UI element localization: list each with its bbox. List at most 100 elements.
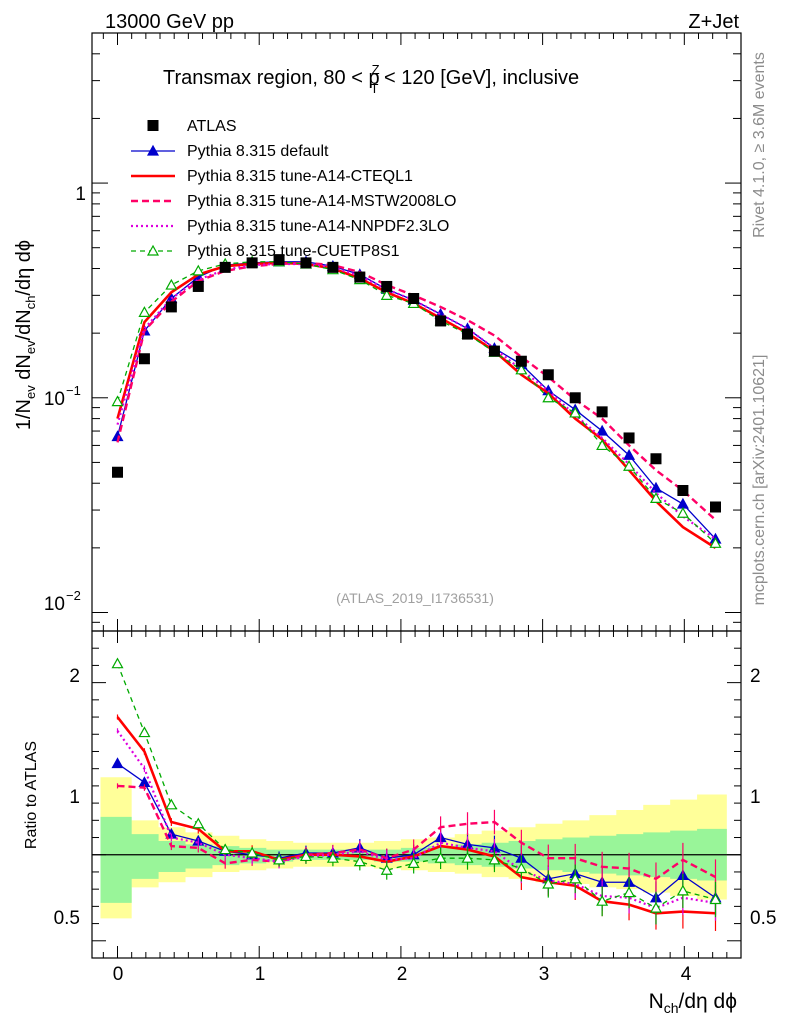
ratio-line-nnpdf23lo <box>116 730 716 910</box>
marker-cuetp8s1 <box>649 492 662 503</box>
ratio-marker-cuetp8s1 <box>569 872 582 884</box>
atlas-point <box>542 369 554 381</box>
atlas-point <box>219 261 231 273</box>
atlas-point <box>273 254 285 266</box>
atlas-point <box>488 345 500 357</box>
atlas-point <box>354 271 366 283</box>
y-tick-label-0p1-exp: −1 <box>66 383 81 398</box>
ratio-marker-cuetp8s1 <box>676 884 689 896</box>
marker-cuetp8s1 <box>380 289 393 300</box>
mcplots-side-label: mcplots.cern.ch [arXiv:2401.10621] <box>751 355 768 606</box>
ratio-marker-cuetp8s1 <box>434 851 447 863</box>
region-title: Transmax region, 80 < pZ T < 120 [GeV], i… <box>163 62 579 96</box>
legend-label-atlas: ATLAS <box>187 118 237 135</box>
atlas-point <box>138 353 150 365</box>
marker-default <box>596 424 609 436</box>
atlas-point <box>596 406 608 418</box>
marker-cuetp8s1 <box>192 264 205 276</box>
x-tick-label-2: 2 <box>397 964 408 985</box>
ratio-marker-cuetp8s1 <box>380 863 393 875</box>
legend-label-mstw2008lo: Pythia 8.315 tune-A14-MSTW2008LO <box>187 193 456 210</box>
ratio-tick-2-left: 2 <box>69 666 80 687</box>
marker-default <box>676 497 689 509</box>
ratio-tick-2-right: 2 <box>750 666 761 687</box>
ratio-marker-cuetp8s1 <box>326 851 339 863</box>
ratio-marker-cuetp8s1 <box>299 850 312 862</box>
axis-ticks <box>92 32 742 958</box>
ratio-marker-cuetp8s1 <box>111 657 124 669</box>
main-y-tick-labels: 1 10 −1 10 −2 <box>44 184 86 615</box>
ratio-marker-cuetp8s1 <box>165 798 178 810</box>
marker-cuetp8s1 <box>111 395 124 407</box>
x-axis-label: Nch/dη dϕ <box>649 990 737 1016</box>
marker-cuetp8s1 <box>709 537 722 548</box>
legend-label-nnpdf23lo: Pythia 8.315 tune-A14-NNPDF2.3LO <box>187 218 449 235</box>
x-tick-label-0: 0 <box>113 964 124 985</box>
atlas-point <box>408 293 420 305</box>
ratio-marker-cuetp8s1 <box>219 843 232 855</box>
ratio-tick-1-left: 1 <box>69 787 80 808</box>
marker-cuetp8s1 <box>165 278 178 290</box>
legend-label-cuetp8s1: Pythia 8.315 tune-CUETP8S1 <box>187 243 400 260</box>
ratio-marker-cuetp8s1 <box>542 877 555 889</box>
marker-cuetp8s1 <box>515 363 528 375</box>
x-tick-label-3: 3 <box>539 964 550 985</box>
legend-label-cteql1: Pythia 8.315 tune-A14-CTEQL1 <box>187 168 413 185</box>
marker-cuetp8s1 <box>676 506 689 518</box>
marker-cuetp8s1 <box>542 391 555 403</box>
main-y-axis-label: 1/Nev dNev/dNch/dη dϕ <box>13 240 38 430</box>
atlas-point <box>515 355 527 367</box>
x-tick-labels: 0 1 2 3 4 <box>113 964 692 985</box>
legend-marker-cuetp8s1 <box>146 244 160 256</box>
ratio-plot-frame <box>91 630 742 959</box>
ratio-marker-cuetp8s1 <box>623 886 636 898</box>
atlas-point <box>677 484 689 496</box>
atlas-point <box>165 301 177 313</box>
atlas-point <box>246 257 258 269</box>
series-line-cuetp8s1 <box>116 261 716 544</box>
ratio-marker-cuetp8s1 <box>488 853 501 865</box>
legend-label-default: Pythia 8.315 default <box>187 143 329 160</box>
legend: ATLAS Pythia 8.315 default Pythia 8.315 … <box>131 118 456 260</box>
marker-cuetp8s1 <box>569 406 582 418</box>
y-tick-label-0p01-exp: −2 <box>66 588 81 603</box>
marker-default <box>623 449 636 460</box>
atlas-point <box>435 315 447 327</box>
y-tick-label-0p1-base: 10 <box>44 389 65 410</box>
ratio-marker-cuetp8s1 <box>461 851 474 863</box>
ratio-marker-cuetp8s1 <box>246 846 259 858</box>
rivet-side-label: Rivet 4.1.0, ≥ 3.6M events <box>751 52 768 238</box>
legend-symbol-atlas <box>147 120 159 131</box>
atlas-point <box>650 453 662 465</box>
atlas-point <box>192 280 204 292</box>
ratio-marker-cuetp8s1 <box>353 855 366 867</box>
x-tick-label-4: 4 <box>681 964 692 985</box>
atlas-point <box>709 501 721 513</box>
marker-default <box>649 481 662 493</box>
y-tick-label-0p01-base: 10 <box>44 594 65 615</box>
marker-cuetp8s1 <box>138 306 151 317</box>
atlas-point <box>623 432 635 444</box>
ratio-y-tick-labels: 0.5 1 2 0.5 1 2 <box>54 666 777 929</box>
ratio-marker-default <box>111 757 124 769</box>
ratio-marker-cuetp8s1 <box>515 862 528 874</box>
ratio-tick-0p5-right: 0.5 <box>750 908 776 929</box>
ratio-marker-cuetp8s1 <box>192 817 205 829</box>
ratio-tick-0p5-left: 0.5 <box>54 908 80 929</box>
ratio-marker-cuetp8s1 <box>273 853 286 865</box>
atlas-point <box>462 328 474 340</box>
x-tick-label-1: 1 <box>255 964 266 985</box>
process-label: Z+Jet <box>688 11 739 33</box>
main-plot-series <box>111 254 722 549</box>
ratio-line-cuetp8s1 <box>116 663 716 909</box>
legend-marker-default <box>146 144 160 156</box>
atlas-point <box>112 466 124 478</box>
analysis-watermark: (ATLAS_2019_I1736531) <box>336 590 494 606</box>
ratio-marker-cuetp8s1 <box>649 901 662 913</box>
ratio-marker-cuetp8s1 <box>596 894 609 906</box>
marker-cuetp8s1 <box>623 459 636 471</box>
ratio-y-axis-label: Ratio to ATLAS <box>23 741 40 849</box>
energy-label: 13000 GeV pp <box>105 11 234 33</box>
atlas-point <box>300 257 312 269</box>
